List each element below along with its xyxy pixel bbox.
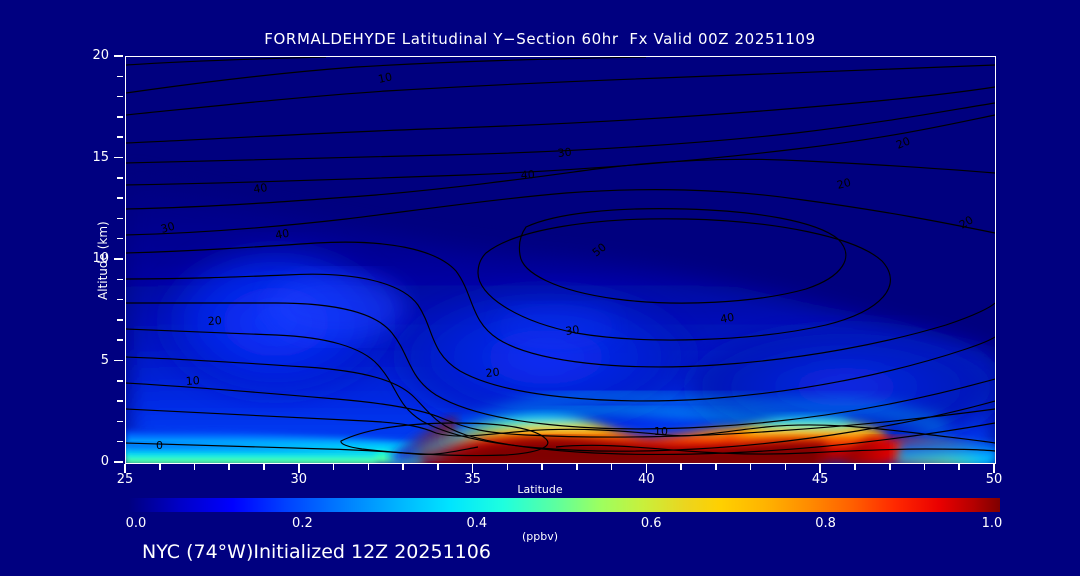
contour-label-10: 10 bbox=[377, 70, 393, 86]
colorbar-tick-label-0.2: 0.2 bbox=[292, 516, 313, 531]
x-tick-label-30: 30 bbox=[290, 472, 308, 487]
contour-label-40b: 40 bbox=[520, 168, 535, 182]
y-major-tick bbox=[114, 258, 123, 260]
y-minor-tick bbox=[117, 177, 123, 179]
contour-label-50: 50 bbox=[590, 241, 609, 260]
contour-label-20c: 20 bbox=[485, 366, 500, 380]
y-minor-tick bbox=[117, 278, 123, 281]
x-minor-tick bbox=[437, 464, 439, 470]
y-minor-tick bbox=[117, 298, 123, 301]
contour-label-20b: 20 bbox=[836, 176, 853, 192]
x-minor-tick bbox=[715, 464, 717, 470]
x-tick-label-45: 45 bbox=[811, 472, 829, 487]
y-minor-tick bbox=[117, 420, 123, 423]
x-minor-tick bbox=[193, 464, 196, 470]
contour-label-20d: 20 bbox=[207, 314, 222, 328]
x-tick-label-40: 40 bbox=[638, 472, 655, 487]
y-minor-tick bbox=[117, 197, 123, 199]
y-major-tick bbox=[114, 461, 123, 463]
y-tick-label-0: 0 bbox=[100, 454, 109, 469]
x-major-tick bbox=[645, 464, 648, 473]
y-minor-tick bbox=[117, 400, 123, 402]
x-minor-tick bbox=[367, 464, 370, 470]
y-minor-tick bbox=[117, 237, 123, 240]
colorbar bbox=[128, 498, 1000, 512]
x-tick-label-25: 25 bbox=[116, 472, 134, 487]
x-minor-tick bbox=[680, 464, 682, 470]
contour-label-20e: 20 bbox=[957, 213, 976, 231]
y-minor-tick bbox=[117, 136, 123, 138]
x-major-tick bbox=[993, 464, 995, 473]
colorbar-tick-label-1.0: 1.0 bbox=[981, 516, 1003, 531]
contour-label-30c: 30 bbox=[565, 323, 581, 338]
x-major-tick bbox=[124, 464, 126, 473]
colorbar-tick-label-0.0: 0.0 bbox=[125, 516, 147, 531]
contour-label-0: 0 bbox=[156, 439, 163, 452]
y-axis-title: Altitude (km) bbox=[96, 221, 110, 300]
y-minor-tick bbox=[117, 217, 123, 220]
y-minor-tick bbox=[117, 380, 123, 382]
contour-label-10c: 10 bbox=[654, 425, 668, 438]
x-major-tick bbox=[819, 464, 821, 473]
contour-label-20: 20 bbox=[894, 134, 912, 151]
y-minor-tick bbox=[117, 75, 123, 78]
y-major-tick bbox=[114, 156, 123, 159]
contour-label-40: 40 bbox=[253, 181, 269, 196]
x-minor-tick bbox=[158, 464, 161, 470]
x-major-tick bbox=[471, 464, 474, 473]
x-tick-label-50: 50 bbox=[985, 472, 1003, 487]
y-tick-label-10: 10 bbox=[92, 251, 109, 266]
x-minor-tick bbox=[228, 464, 231, 470]
contour-label-40c: 40 bbox=[719, 311, 735, 326]
contour-label-40d: 40 bbox=[274, 227, 290, 242]
y-major-tick bbox=[114, 359, 123, 362]
y-minor-tick bbox=[117, 319, 123, 321]
y-tick-label-5: 5 bbox=[100, 352, 109, 368]
x-minor-tick bbox=[784, 464, 787, 470]
chart-caption: NYC (74°W)Initialized 12Z 20251106 bbox=[142, 541, 491, 563]
y-tick-label-15: 15 bbox=[92, 149, 109, 165]
x-minor-tick bbox=[854, 464, 856, 470]
x-minor-tick bbox=[923, 464, 926, 470]
x-minor-tick bbox=[332, 464, 335, 470]
x-major-tick bbox=[298, 464, 300, 473]
plot-frame: 10 20 40 30 30 40 50 20 40 30 20 40 20 1… bbox=[125, 56, 996, 464]
contour-label-30: 30 bbox=[159, 220, 176, 236]
y-minor-tick bbox=[117, 339, 123, 341]
contour-label-30b: 30 bbox=[557, 146, 572, 160]
contour-label-10b: 10 bbox=[185, 374, 200, 388]
y-minor-tick bbox=[117, 95, 123, 98]
y-tick-label-20: 20 bbox=[92, 48, 109, 63]
y-major-tick bbox=[114, 55, 123, 57]
x-minor-tick bbox=[888, 464, 891, 470]
x-minor-tick bbox=[749, 464, 752, 470]
colorbar-tick-label-0.4: 0.4 bbox=[466, 516, 488, 531]
colorbar-tick-label-0.8: 0.8 bbox=[815, 516, 836, 531]
contour-lines: 10 20 40 30 30 40 50 20 40 30 20 40 20 1… bbox=[126, 57, 995, 457]
x-minor-tick bbox=[958, 464, 961, 470]
x-minor-tick bbox=[506, 464, 509, 470]
chart-title: FORMALDEHYDE Latitudinal Y−Section 60hr … bbox=[264, 30, 816, 48]
colorbar-unit: (ppbv) bbox=[521, 530, 559, 543]
x-axis-title: Latitude bbox=[517, 483, 563, 496]
colorbar-tick-label-0.6: 0.6 bbox=[640, 516, 662, 531]
x-minor-tick bbox=[541, 464, 543, 470]
x-minor-tick bbox=[576, 464, 578, 470]
y-minor-tick bbox=[117, 440, 123, 443]
x-minor-tick bbox=[402, 464, 404, 470]
x-minor-tick bbox=[610, 464, 613, 470]
colorbar-gradient bbox=[128, 498, 1000, 512]
x-tick-label-35: 35 bbox=[464, 472, 481, 487]
x-minor-tick bbox=[263, 464, 265, 470]
y-minor-tick bbox=[117, 116, 123, 118]
